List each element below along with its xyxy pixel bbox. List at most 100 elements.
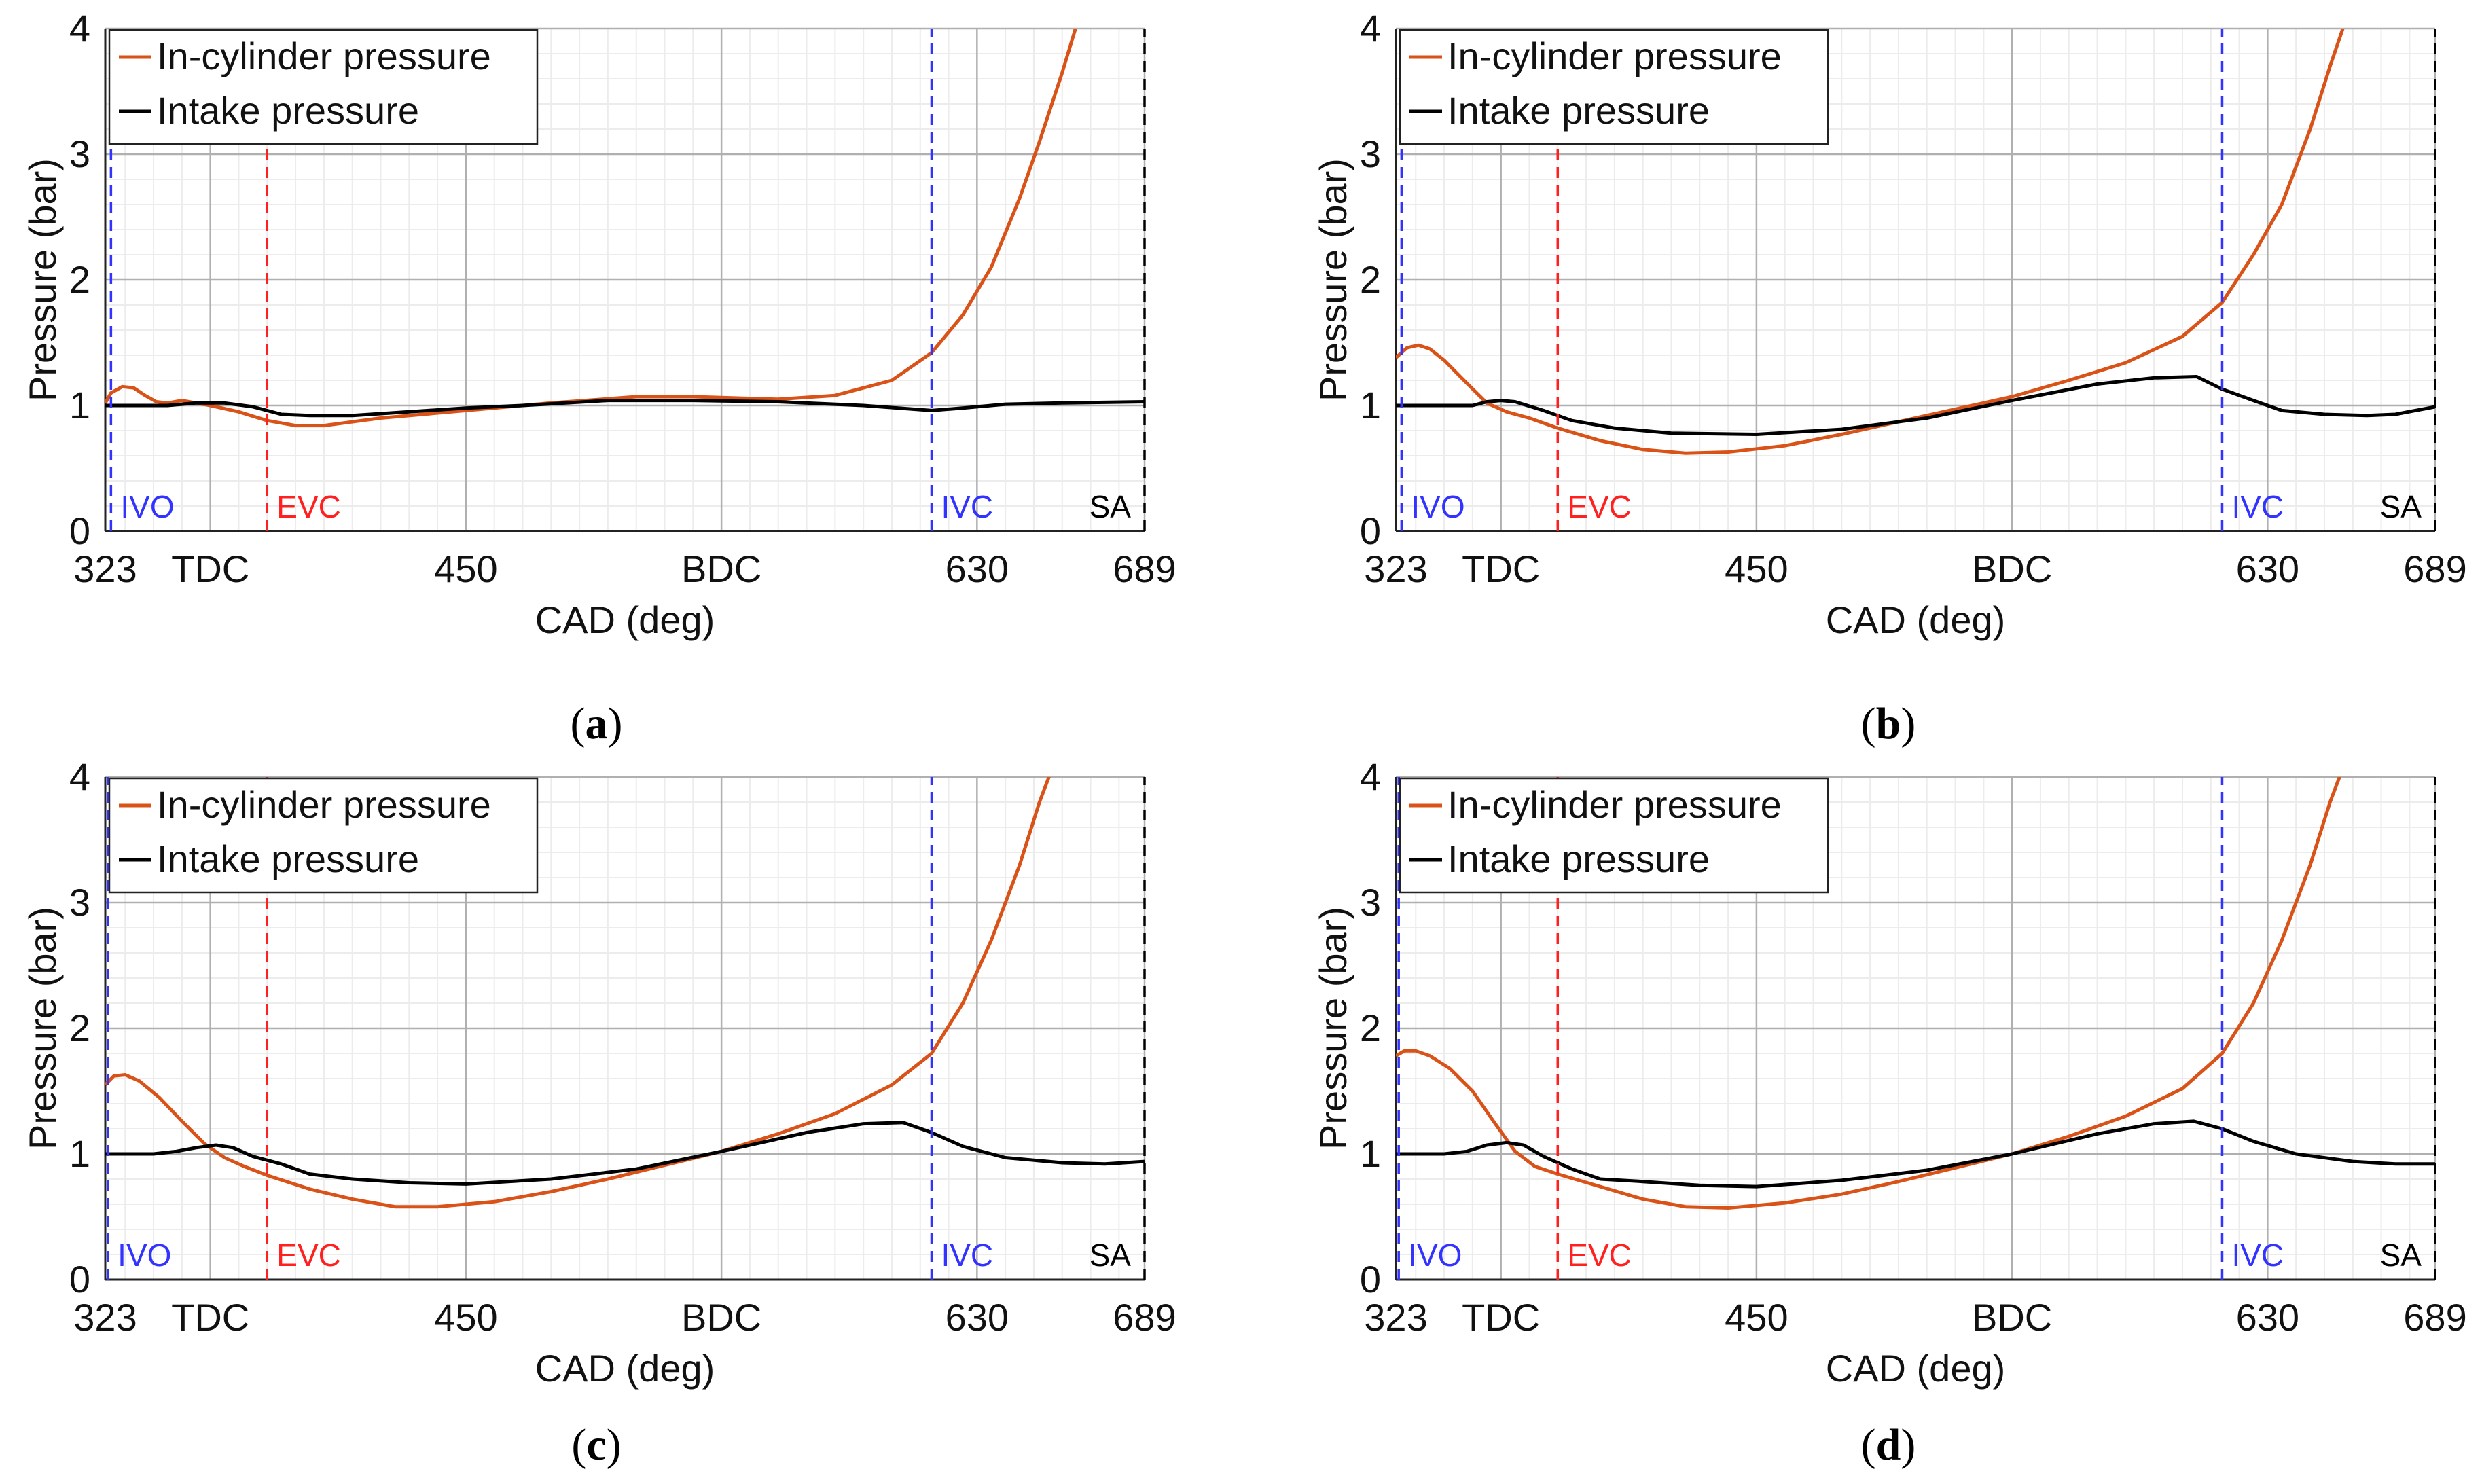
chart-b: 323 TDC 450 BDC 630 689 0 1 2 3 4 CAD (deg) Pressure… [1312, 7, 2467, 641]
legend-label: In-cylinder pressure [1447, 783, 1782, 826]
series-in-cylinder-line [1396, 29, 2345, 455]
y-tick-label: 0 [1360, 1258, 1381, 1301]
y-tick-label: 1 [1360, 384, 1381, 427]
x-tick-label: 630 [946, 547, 1009, 590]
caption-d: (d) [1860, 1420, 1916, 1470]
series-intake-line [1396, 1119, 2435, 1189]
major-grid [104, 27, 1146, 532]
x-tick-label: 323 [73, 1296, 137, 1339]
legend-box [1399, 777, 1829, 894]
y-tick-label: 4 [69, 7, 90, 50]
x-tick-label: BDC [681, 547, 761, 590]
panel-b: 323 TDC 450 BDC 630 689 0 1 2 3 4 CAD (deg) Pressure… [1291, 0, 2472, 683]
chart-a: 323 TDC 450 BDC 630 689 0 1 2 3 4 CAD (deg) Pressure… [21, 7, 1176, 641]
series-in-cylinder-line [1396, 777, 2341, 1210]
y-tick-label: 0 [69, 509, 90, 552]
panel-d: 323 TDC 450 BDC 630 689 0 1 2 3 4 CAD (deg) Pressure… [1291, 748, 2472, 1431]
panel-c: 323 TDC 450 BDC 630 689 0 1 2 3 4 CAD (deg) Pressure… [0, 748, 1182, 1431]
legend-label: In-cylinder pressure [157, 783, 491, 826]
caption-c: (c) [571, 1420, 622, 1470]
y-axis-label: Pressure (bar) [21, 158, 64, 401]
legend-label: Intake pressure [157, 89, 419, 132]
marker-evc-label: EVC [1567, 489, 1632, 524]
caption-b-letter: b [1875, 699, 1901, 748]
x-tick-label: BDC [1972, 547, 2052, 590]
marker-ivc-label: IVC [941, 489, 993, 524]
y-tick-label: 4 [1360, 7, 1381, 50]
caption-d-letter: d [1875, 1420, 1901, 1470]
series-intake-line [105, 1121, 1145, 1186]
x-tick-label: 689 [2403, 547, 2466, 590]
marker-evc-label: EVC [276, 489, 341, 524]
y-tick-label: 3 [69, 881, 90, 924]
x-tick-label: TDC [1462, 547, 1540, 590]
x-tick-label: 450 [434, 1296, 497, 1339]
marker-sa-label: SA [2380, 489, 2422, 524]
series-in-cylinder-line [105, 777, 1051, 1209]
y-tick-label: 1 [1360, 1132, 1381, 1175]
y-tick-label: 4 [69, 755, 90, 798]
y-axis-label: Pressure (bar) [1312, 158, 1354, 401]
marker-ivo-label: IVO [1411, 489, 1464, 524]
series-intake-line [105, 399, 1145, 418]
y-tick-label: 2 [1360, 258, 1381, 301]
marker-sa-label: SA [1090, 489, 1132, 524]
marker-ivc-label: IVC [2231, 1237, 2284, 1273]
y-axis-label: Pressure (bar) [1312, 907, 1354, 1150]
y-tick-label: 1 [69, 384, 90, 427]
series-intake-line [1396, 375, 2435, 436]
x-tick-label: BDC [681, 1296, 761, 1339]
legend-label: Intake pressure [157, 837, 419, 880]
legend-label: Intake pressure [1447, 89, 1710, 132]
caption-a: (a) [570, 699, 623, 748]
caption-b: (b) [1860, 699, 1916, 748]
legend: In-cylinder pressure Intake pressure [108, 29, 539, 145]
x-axis-label: CAD (deg) [535, 598, 715, 641]
y-tick-label: 0 [69, 1258, 90, 1301]
legend-box [108, 777, 539, 894]
marker-ivo-label: IVO [1408, 1237, 1462, 1273]
x-tick-label: TDC [1462, 1296, 1540, 1339]
legend-label: Intake pressure [1447, 837, 1710, 880]
x-tick-label: TDC [171, 547, 249, 590]
y-axis-label: Pressure (bar) [21, 907, 64, 1150]
y-tick-label: 1 [69, 1132, 90, 1175]
legend-box [1399, 29, 1829, 145]
marker-evc-label: EVC [1567, 1237, 1632, 1273]
x-tick-label: 450 [1725, 1296, 1788, 1339]
legend-label: In-cylinder pressure [157, 35, 491, 77]
x-tick-label: 630 [2236, 547, 2299, 590]
chart-c: 323 TDC 450 BDC 630 689 0 1 2 3 4 CAD (deg) Pressure… [21, 755, 1176, 1390]
marker-ivc-label: IVC [941, 1237, 993, 1273]
caption-a-letter: a [585, 699, 608, 748]
legend: In-cylinder pressure Intake pressure [1399, 29, 1829, 145]
legend-label: In-cylinder pressure [1447, 35, 1782, 77]
x-tick-label: BDC [1972, 1296, 2052, 1339]
y-tick-label: 4 [1360, 755, 1381, 798]
series-in-cylinder-line [105, 29, 1077, 428]
x-tick-label: 630 [946, 1296, 1009, 1339]
x-tick-label: 630 [2236, 1296, 2299, 1339]
x-tick-label: 323 [1364, 1296, 1427, 1339]
x-tick-label: 450 [1725, 547, 1788, 590]
legend: In-cylinder pressure Intake pressure [108, 777, 539, 894]
x-tick-label: 689 [1113, 1296, 1176, 1339]
y-tick-label: 2 [1360, 1007, 1381, 1049]
y-tick-label: 2 [69, 1007, 90, 1049]
marker-evc-label: EVC [276, 1237, 341, 1273]
marker-ivc-label: IVC [2231, 489, 2284, 524]
y-tick-label: 3 [1360, 881, 1381, 924]
x-axis-label: CAD (deg) [1826, 1347, 2006, 1390]
legend: In-cylinder pressure Intake pressure [1399, 777, 1829, 894]
x-tick-label: 689 [1113, 547, 1176, 590]
marker-sa-label: SA [1090, 1237, 1132, 1273]
marker-ivo-label: IVO [118, 1237, 171, 1273]
x-tick-label: 323 [73, 547, 137, 590]
marker-ivo-label: IVO [120, 489, 174, 524]
y-tick-label: 3 [69, 132, 90, 175]
panel-a: 323 TDC 450 BDC 630 689 0 1 2 3 4 CAD (deg) Pressure… [0, 0, 1182, 683]
x-tick-label: 450 [434, 547, 497, 590]
legend-box [108, 29, 539, 145]
chart-d: 323 TDC 450 BDC 630 689 0 1 2 3 4 CAD (deg) Pressure… [1312, 755, 2467, 1390]
